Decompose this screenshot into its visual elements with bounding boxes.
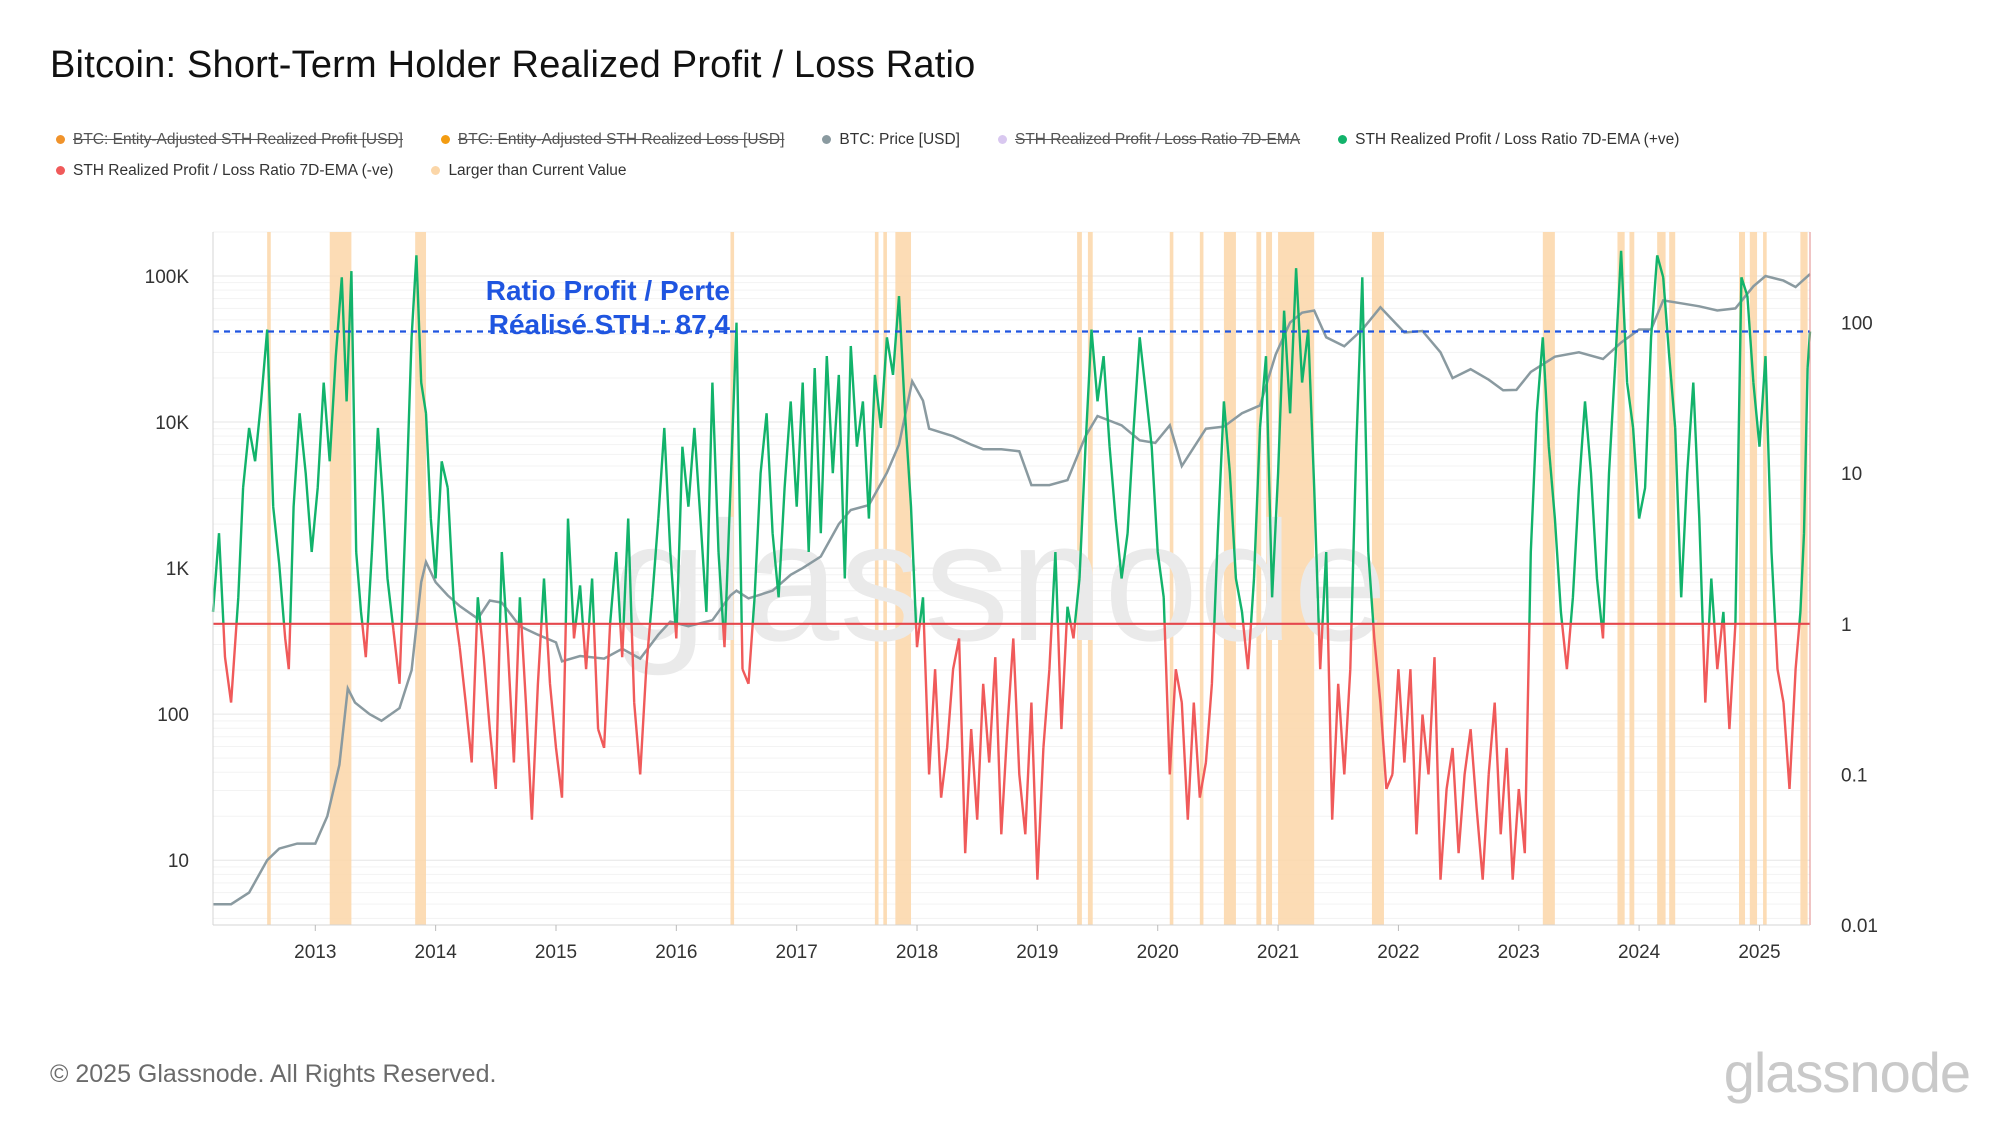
legend-dot-icon (822, 135, 832, 144)
y-right-tick-label: 100 (1841, 314, 1873, 335)
legend-item-btc-price[interactable]: BTC: Price [USD] (822, 131, 960, 149)
legend-item-sth-realized-loss[interactable]: BTC: Entity-Adjusted STH Realized Loss [… (440, 130, 785, 149)
copyright-text: © 2025 Glassnode. All Rights Reserved. (50, 1060, 497, 1088)
legend-dot-icon (997, 135, 1007, 144)
highlight-band (1266, 232, 1273, 925)
x-tick-label: 2018 (896, 942, 938, 963)
x-tick-label: 2015 (535, 942, 577, 963)
legend-dot-icon (1338, 135, 1348, 144)
y-right-tick-label: 0.01 (1841, 916, 1878, 937)
highlight-band (1738, 232, 1746, 925)
y-right-tick-label: 1 (1841, 615, 1852, 636)
ratio-negative-line (222, 623, 1801, 880)
y-right-tick-label: 0.1 (1841, 765, 1867, 786)
x-tick-label: 2016 (655, 942, 697, 963)
legend-row-1: BTC: Entity-Adjusted STH Realized Profit… (56, 124, 1756, 155)
legend-label: Larger than Current Value (448, 161, 627, 179)
highlight-band (415, 232, 427, 925)
legend-item-ratio-7d-ema[interactable]: STH Realized Profit / Loss Ratio 7D-EMA (997, 130, 1301, 149)
y-left-tick-label: 1K (166, 559, 190, 580)
legend-dot-icon (56, 135, 65, 144)
highlight-band (1169, 232, 1174, 925)
legend-dot-icon (56, 166, 65, 175)
x-tick-label: 2024 (1618, 942, 1661, 963)
y-left-tick-label: 100K (145, 267, 190, 288)
highlight-band (1223, 232, 1236, 925)
highlight-band (1800, 232, 1808, 925)
chart-title: Bitcoin: Short-Term Holder Realized Prof… (50, 44, 976, 86)
highlight-band (1669, 232, 1676, 925)
legend-dot-icon (440, 135, 450, 144)
x-tick-label: 2017 (776, 942, 818, 963)
highlight-band (1199, 232, 1204, 925)
annotation-line-2: Réalisé STH : 87,4 (489, 309, 731, 340)
y-left-tick-label: 10 (168, 851, 189, 872)
highlight-band (1763, 232, 1767, 925)
x-tick-label: 2019 (1016, 942, 1058, 963)
legend-label: BTC: Entity-Adjusted STH Realized Profit… (73, 130, 403, 148)
legend: BTC: Entity-Adjusted STH Realized Profit… (56, 124, 1756, 186)
ratio-positive-line (211, 250, 1812, 625)
x-tick-label: 2013 (294, 942, 336, 963)
y-left-tick-label: 10K (155, 413, 189, 434)
legend-item-ratio-negative[interactable]: STH Realized Profit / Loss Ratio 7D-EMA … (56, 162, 393, 180)
legend-label: BTC: Entity-Adjusted STH Realized Loss [… (457, 130, 785, 148)
highlight-band (1629, 232, 1635, 925)
annotation-line-1: Ratio Profit / Perte (486, 275, 730, 306)
highlight-band (1657, 232, 1666, 925)
ratio-series (211, 250, 1812, 880)
legend-label: STH Realized Profit / Loss Ratio 7D-EMA … (73, 161, 394, 179)
x-tick-label: 2022 (1377, 942, 1419, 963)
legend-label: BTC: Price [USD] (839, 130, 960, 148)
axes: 2013 2014 2015 2016 2017 2018 2019 2020 2021 2022… (145, 232, 1878, 963)
brand-logo: glassnode (1723, 1041, 1971, 1104)
legend-item-ratio-positive[interactable]: STH Realized Profit / Loss Ratio 7D-EMA … (1338, 131, 1679, 149)
price-line (213, 273, 1811, 906)
x-tick-label: 2025 (1738, 942, 1780, 963)
highlight-band (1087, 232, 1093, 925)
highlight-band (329, 232, 352, 925)
legend-item-larger-than-current[interactable]: Larger than Current Value (431, 161, 627, 180)
highlight-band (730, 232, 735, 925)
highlight-band (267, 232, 271, 925)
highlight-band (1542, 232, 1555, 925)
highlight-band (883, 232, 887, 925)
x-tick-label: 2020 (1137, 942, 1179, 963)
y-left-tick-label: 100 (157, 705, 189, 726)
highlight-band (1617, 232, 1625, 925)
reference-lines (213, 330, 1810, 625)
highlight-bands (267, 232, 1808, 925)
legend-row-2: STH Realized Profit / Loss Ratio 7D-EMA … (56, 155, 1756, 186)
legend-label: STH Realized Profit / Loss Ratio 7D-EMA … (1355, 130, 1680, 148)
price-series (213, 273, 1811, 906)
x-tick-label: 2014 (415, 942, 458, 963)
x-tick-label: 2021 (1257, 942, 1299, 963)
legend-dot-icon (431, 166, 441, 175)
highlight-band (1256, 232, 1262, 925)
y-right-tick-label: 10 (1841, 464, 1862, 485)
legend-item-sth-realized-profit[interactable]: BTC: Entity-Adjusted STH Realized Profit… (56, 131, 403, 149)
highlight-band (874, 232, 879, 925)
legend-label: STH Realized Profit / Loss Ratio 7D-EMA (1014, 130, 1301, 148)
highlight-band (1749, 232, 1758, 925)
highlight-band (1371, 232, 1384, 925)
x-tick-label: 2023 (1498, 942, 1540, 963)
